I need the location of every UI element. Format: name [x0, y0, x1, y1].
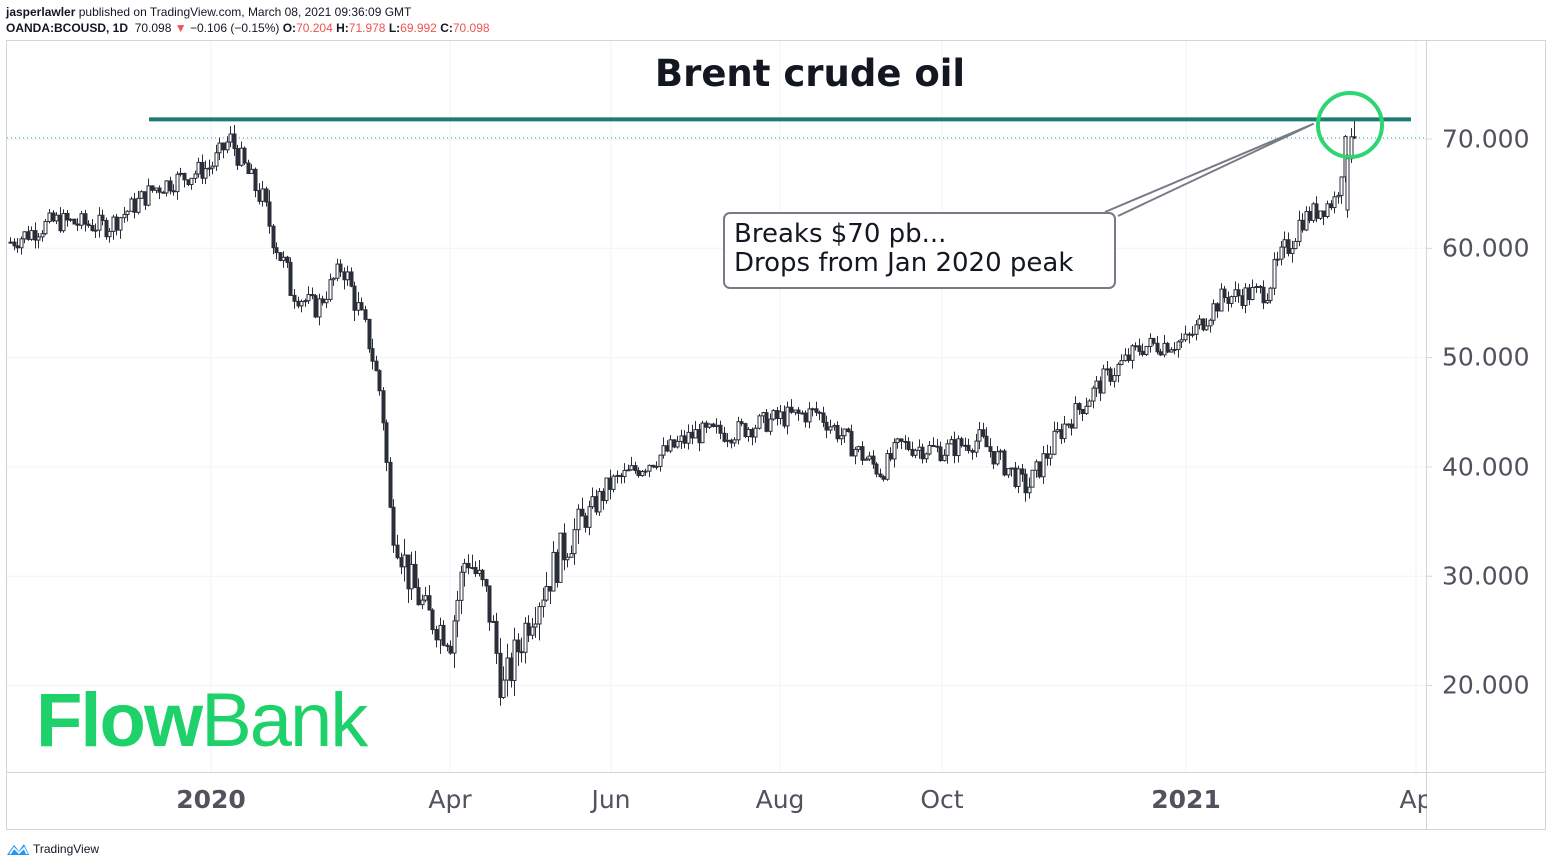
author-name[interactable]: jasperlawler: [6, 5, 76, 19]
x-tick-label: Oct: [920, 785, 964, 814]
chart-frame: [6, 40, 1546, 830]
tradingview-label: TradingView: [33, 842, 100, 856]
chart-title[interactable]: Brent crude oil: [654, 52, 966, 95]
published-text: published on TradingView.com, March 08, …: [78, 5, 412, 19]
time-axis-divider: [6, 772, 1546, 773]
tradingview-logo-icon: [7, 844, 29, 855]
price-axis-divider: [1426, 40, 1427, 830]
down-arrow-icon: ▼: [174, 21, 187, 35]
tradingview-brand[interactable]: TradingView: [6, 842, 99, 856]
low-value: 69.992: [400, 21, 437, 35]
publish-info: jasperlawler published on TradingView.co…: [6, 4, 490, 36]
y-tick-label: 70.000: [1442, 124, 1530, 154]
flowbank-logo: FlowBank: [36, 676, 368, 766]
annotation-callout[interactable]: Breaks $70 pb... Drops from Jan 2020 pea…: [723, 212, 1116, 289]
logo-flow: Flow: [36, 678, 203, 763]
last-price: 70.098: [134, 21, 172, 35]
close-value: 70.098: [452, 21, 490, 35]
axis-corner: [1427, 773, 1545, 829]
x-tick-label: 2020: [176, 785, 246, 814]
x-tick-label: Ap: [1399, 785, 1433, 814]
x-tick-label: Aug: [755, 785, 805, 814]
annotation-line-2: Drops from Jan 2020 peak: [734, 248, 1074, 278]
y-tick-label: 30.000: [1442, 561, 1530, 591]
annotation-line-1: Breaks $70 pb...: [734, 219, 947, 249]
y-tick-label: 60.000: [1442, 233, 1530, 263]
price-change: −0.106 (−0.15%): [189, 21, 280, 35]
highlight-circle[interactable]: [1316, 91, 1384, 159]
open-value: 70.204: [296, 21, 333, 35]
high-label: H:: [336, 21, 349, 35]
x-tick-label: Jun: [591, 785, 631, 814]
logo-bank: Bank: [201, 678, 368, 763]
ohlc-legend: OANDA:BCOUSD, 1D 70.098 ▼ −0.106 (−0.15%…: [6, 20, 490, 36]
symbol-label: OANDA:BCOUSD, 1D: [6, 21, 129, 35]
close-label: C:: [440, 21, 453, 35]
y-tick-label: 50.000: [1442, 342, 1530, 372]
open-label: O:: [282, 21, 297, 35]
x-tick-label: 2021: [1151, 785, 1221, 814]
x-tick-label: Apr: [428, 785, 472, 814]
y-tick-label: 40.000: [1442, 452, 1530, 482]
y-tick-label: 20.000: [1442, 670, 1530, 700]
low-label: L:: [388, 21, 401, 35]
high-value: 71.978: [348, 21, 386, 35]
